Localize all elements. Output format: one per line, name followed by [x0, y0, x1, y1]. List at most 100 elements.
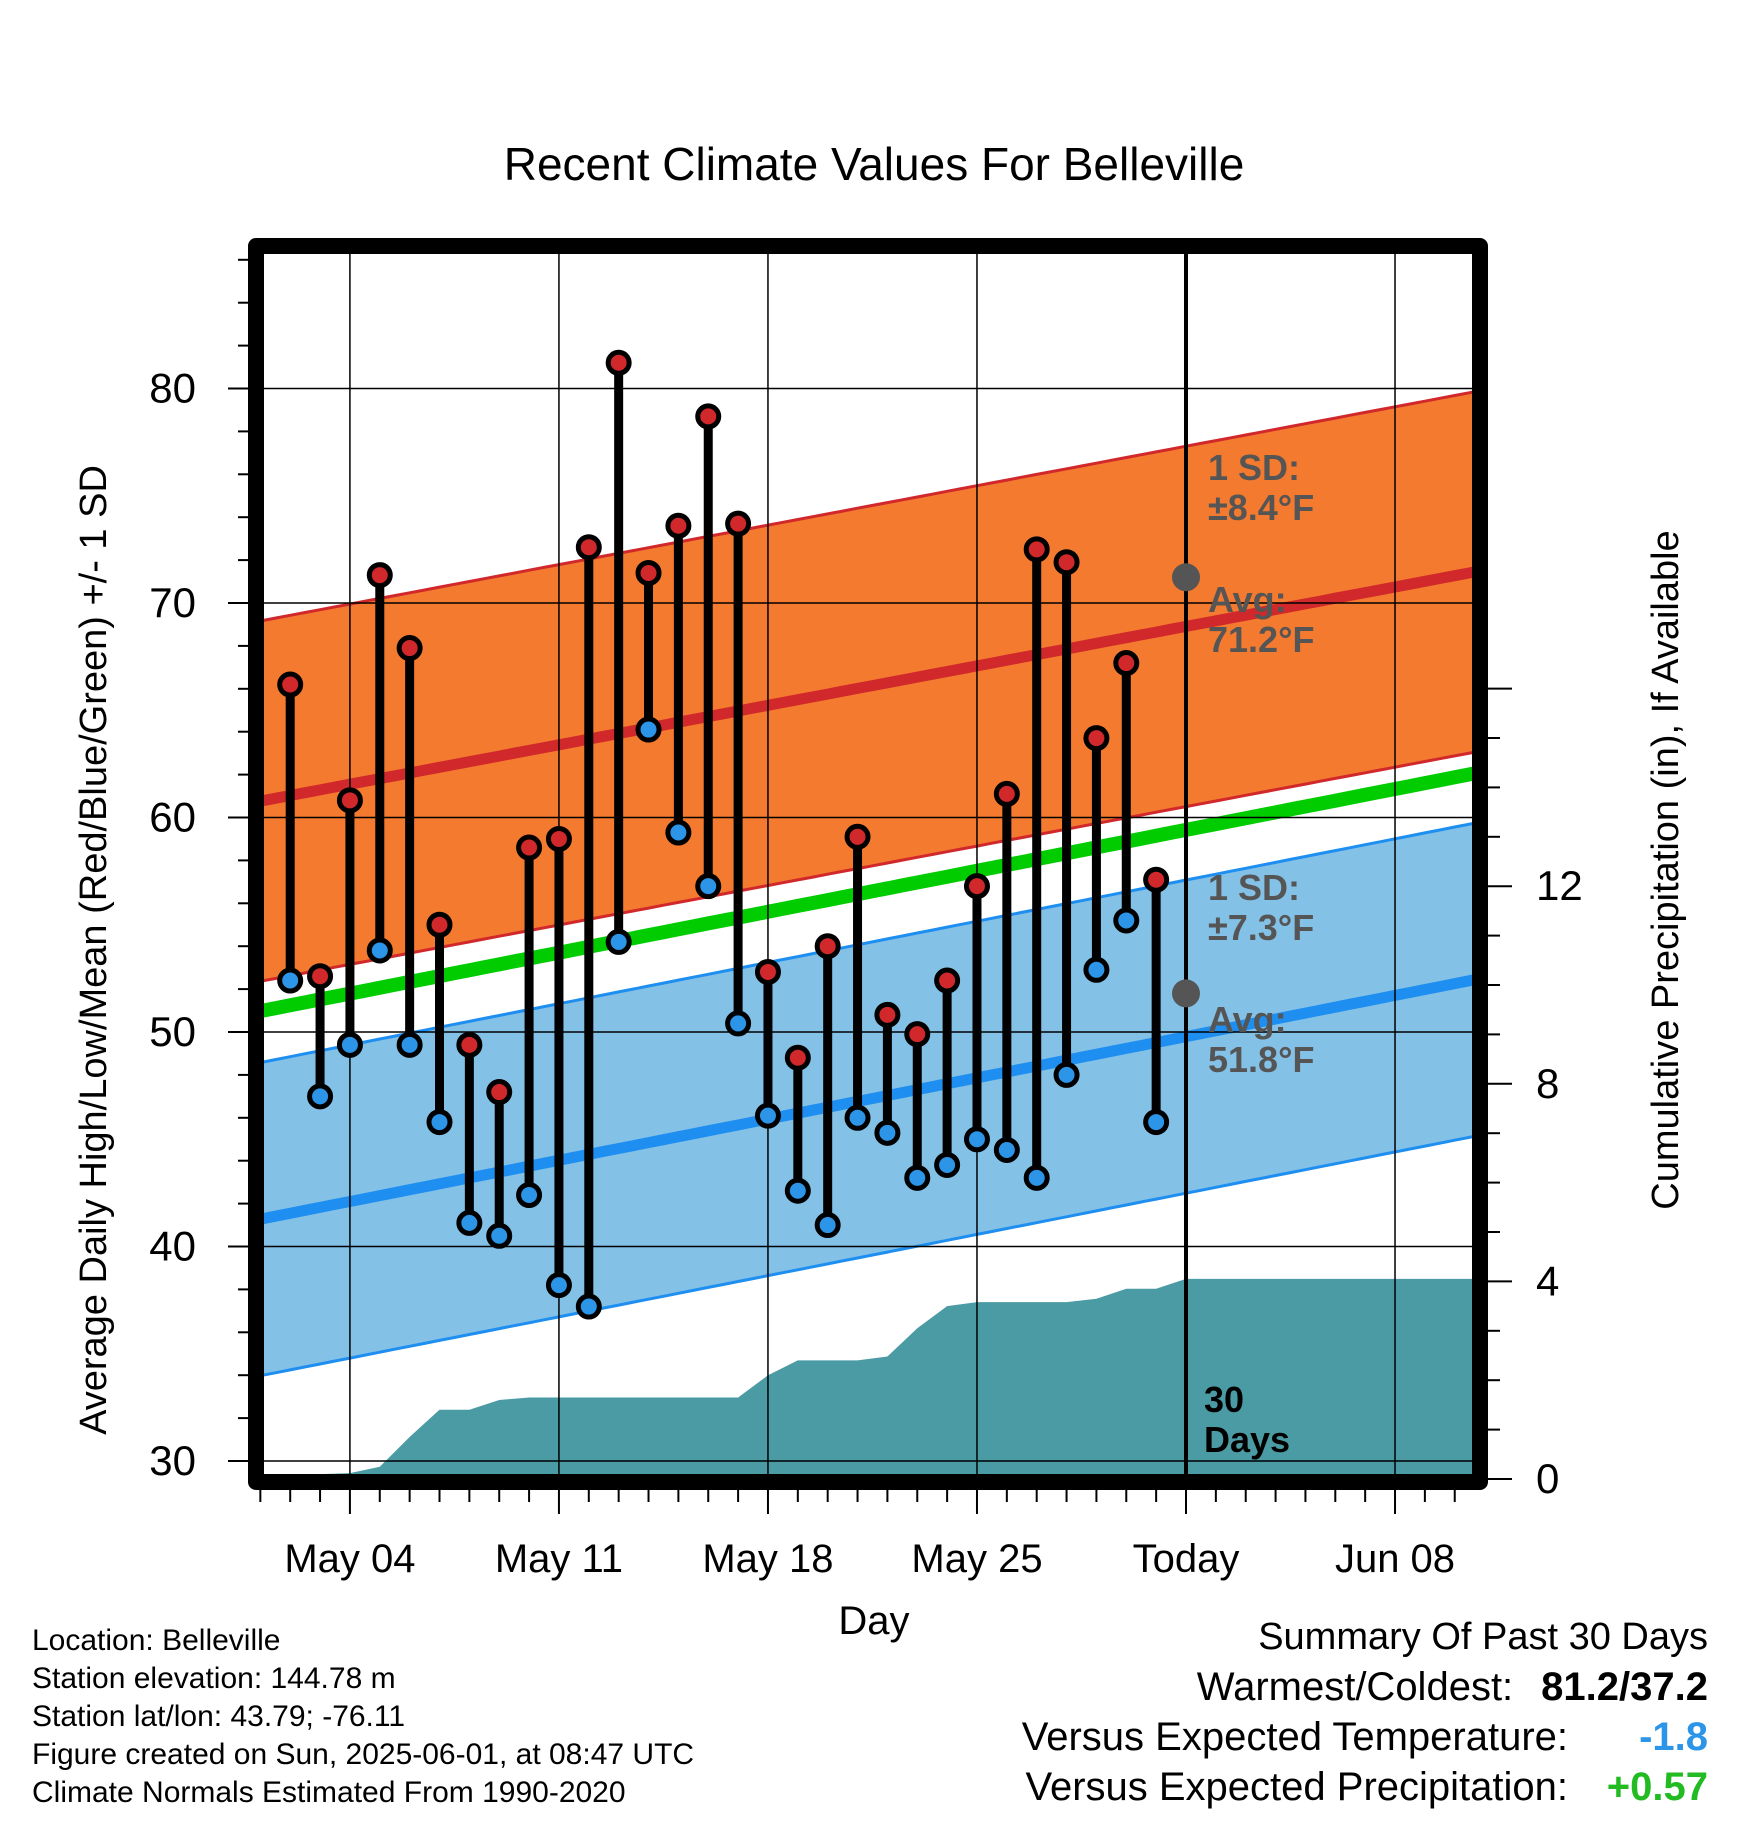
daily-high-point: [695, 403, 722, 430]
low-lower-edge: [256, 1133, 1480, 1379]
y-tick-label: 30: [149, 1437, 196, 1484]
window-days-label: Days: [1204, 1419, 1290, 1460]
window-days-number: 30: [1204, 1379, 1244, 1420]
precip-label: Versus Expected Precipitation:: [1025, 1765, 1568, 1809]
daily-low-point: [665, 819, 692, 846]
daily-low-point: [1083, 956, 1110, 983]
warmest-label: Warmest/Coldest:: [1196, 1665, 1514, 1709]
daily-high-point: [1143, 866, 1170, 893]
daily-low-point: [904, 1164, 931, 1191]
low-avg-value: 51.8°F: [1208, 1039, 1314, 1080]
daily-low-point: [635, 716, 662, 743]
y-tick-label: 80: [149, 365, 196, 412]
daily-high-point: [784, 1044, 811, 1071]
daily-high-point: [1113, 650, 1140, 677]
daily-low-point: [963, 1126, 990, 1153]
y-axis-label: Average Daily High/Low/Mean (Red/Blue/Gr…: [73, 465, 115, 1435]
daily-low-point: [725, 1010, 752, 1037]
daily-high-point: [486, 1079, 513, 1106]
warmest-value: 81.2/37.2: [1541, 1665, 1708, 1709]
y2-axis-label: Cumulative Precipitation (in), If Availa…: [1645, 530, 1687, 1209]
high-avg-label: Avg:: [1208, 579, 1287, 620]
daily-high-point: [754, 958, 781, 985]
daily-high-point: [1083, 725, 1110, 752]
y2-tick-label: 12: [1536, 862, 1583, 909]
daily-high-point: [904, 1021, 931, 1048]
summary-warmest-row: Warmest/Coldest: 81.2/37.2: [1022, 1662, 1708, 1712]
daily-high-point: [426, 911, 453, 938]
temp-value: -1.8: [1639, 1715, 1708, 1759]
daily-high-point: [545, 825, 572, 852]
daily-low-point: [1143, 1109, 1170, 1136]
daily-high-point: [725, 510, 752, 537]
high-sd-value: ±8.4°F: [1208, 487, 1314, 528]
daily-high-point: [963, 873, 990, 900]
summary-heading: Summary Of Past 30 Days: [1258, 1616, 1708, 1658]
daily-low-point: [456, 1209, 483, 1236]
daily-low-point: [1113, 907, 1140, 934]
today-high-avg-marker: [1172, 563, 1200, 592]
created-text: Figure created on Sun, 2025-06-01, at 08…: [32, 1738, 695, 1771]
daily-high-point: [934, 967, 961, 994]
x-tick-label: May 18: [702, 1537, 833, 1581]
high-lower-edge: [256, 749, 1480, 984]
daily-high-point: [635, 559, 662, 586]
daily-low-point: [486, 1222, 513, 1249]
daily-low-point: [366, 937, 393, 964]
daily-high-point: [307, 963, 334, 990]
y-tick-label: 50: [149, 1008, 196, 1055]
daily-low-point: [426, 1109, 453, 1136]
x-tick-label: May 04: [284, 1537, 415, 1581]
y2-tick-label: 0: [1536, 1455, 1559, 1502]
daily-high-point: [665, 512, 692, 539]
elevation-text: Station elevation: 144.78 m: [32, 1662, 396, 1695]
y-tick-label: 70: [149, 579, 196, 626]
precip-value: +0.57: [1606, 1765, 1708, 1809]
daily-low-point: [934, 1151, 961, 1178]
high-sd-label: 1 SD:: [1208, 447, 1300, 488]
today-low-avg-marker: [1172, 979, 1200, 1008]
daily-low-point: [814, 1212, 841, 1239]
summary-precip-row: Versus Expected Precipitation: +0.57: [1022, 1762, 1708, 1812]
daily-high-point: [366, 562, 393, 589]
high-upper-edge: [256, 389, 1480, 624]
daily-high-point: [456, 1031, 483, 1058]
y2-tick-label: 8: [1536, 1060, 1559, 1107]
daily-high-point: [277, 671, 304, 698]
daily-low-point: [516, 1182, 543, 1209]
daily-high-point: [575, 534, 602, 561]
normals-text: Climate Normals Estimated From 1990-2020: [32, 1776, 626, 1809]
daily-low-point: [754, 1102, 781, 1129]
x-tick-label: Jun 08: [1335, 1537, 1455, 1581]
low-average-line: [256, 973, 1480, 1226]
low-sd-value: ±7.3°F: [1208, 907, 1314, 948]
daily-high-point: [1023, 536, 1050, 563]
station-info: Location: Belleville Station elevation: …: [32, 1622, 694, 1812]
temp-label: Versus Expected Temperature:: [1021, 1715, 1568, 1759]
daily-high-point: [874, 1001, 901, 1028]
high-avg-value: 71.2°F: [1208, 619, 1314, 660]
latlon-text: Station lat/lon: 43.79; -76.11: [32, 1700, 406, 1733]
x-tick-label: Today: [1133, 1537, 1240, 1581]
daily-low-point: [396, 1031, 423, 1058]
daily-low-point: [874, 1119, 901, 1146]
low-sd-label: 1 SD:: [1208, 867, 1300, 908]
plot-inner: [256, 246, 1480, 1482]
y-tick-label: 60: [149, 794, 196, 841]
daily-low-point: [277, 967, 304, 994]
summary-panel: Summary Of Past 30 Days Warmest/Coldest:…: [1022, 1612, 1708, 1812]
daily-high-point: [844, 823, 871, 850]
daily-high-point: [396, 635, 423, 662]
daily-high-point: [1053, 549, 1080, 576]
daily-high-point: [336, 787, 363, 814]
low-avg-label: Avg:: [1208, 999, 1287, 1040]
summary-temp-row: Versus Expected Temperature: -1.8: [1022, 1712, 1708, 1762]
x-axis-label: Day: [838, 1599, 909, 1643]
daily-low-point: [605, 928, 632, 955]
x-tick-label: May 25: [911, 1537, 1042, 1581]
daily-low-point: [784, 1177, 811, 1204]
daily-low-point: [844, 1104, 871, 1131]
x-tick-label: May 11: [495, 1537, 623, 1581]
